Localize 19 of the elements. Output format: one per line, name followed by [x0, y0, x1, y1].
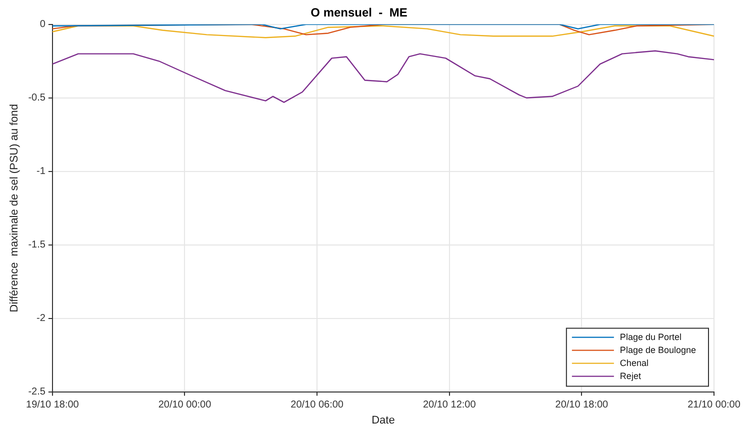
x-tick-label: 20/10 12:00: [422, 400, 476, 411]
x-tick-label: 21/10 00:00: [688, 400, 741, 411]
x-tick-label: 19/10 18:00: [26, 400, 80, 411]
y-axis-title: Différence maximale de sel (PSU) au fond: [8, 104, 21, 312]
y-tick-label: 0: [40, 19, 46, 30]
y-tick-label: -1.5: [28, 240, 46, 251]
y-tick-label: -1: [36, 166, 46, 178]
x-tick-label: 20/10 00:00: [158, 400, 212, 411]
legend-label: Chenal: [620, 358, 648, 368]
legend-label: Rejet: [620, 370, 642, 381]
legend-label: Plage de Boulogne: [620, 344, 696, 355]
chart-title: O mensuel - ME: [310, 6, 408, 20]
x-tick-label: 20/10 06:00: [290, 400, 344, 411]
y-tick-label: -2: [36, 313, 46, 324]
x-tick-label: 20/10 18:00: [555, 400, 609, 411]
y-tick-label: -2.5: [28, 386, 46, 398]
legend-label: Plage du Portel: [620, 332, 682, 342]
x-axis-title: Date: [372, 414, 395, 426]
y-tick-label: -0.5: [28, 92, 46, 104]
